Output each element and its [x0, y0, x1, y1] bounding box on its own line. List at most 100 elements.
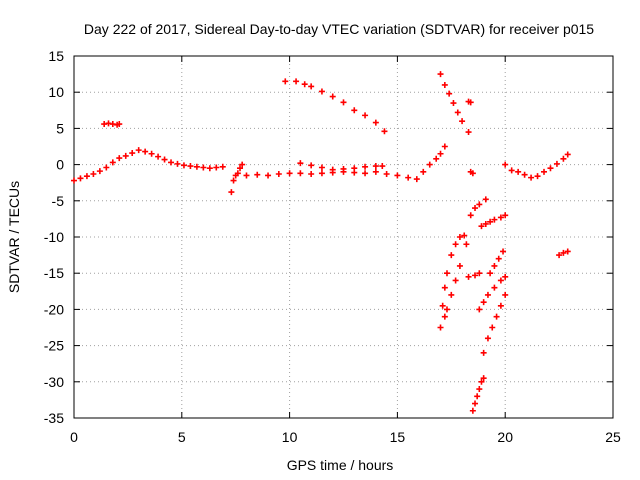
data-point — [142, 148, 149, 155]
data-segment-1 — [71, 147, 226, 184]
y-tick-label: 15 — [48, 48, 64, 64]
data-point — [495, 255, 502, 262]
data-point — [297, 170, 304, 177]
data-segment-21 — [556, 248, 571, 259]
data-point — [456, 262, 463, 269]
data-point — [480, 299, 487, 306]
y-tick-label: -35 — [44, 410, 64, 426]
data-segment-17 — [476, 273, 509, 313]
data-point — [308, 83, 315, 90]
data-point — [502, 273, 509, 280]
data-point — [381, 128, 388, 135]
data-point — [497, 277, 504, 284]
data-point — [508, 167, 515, 174]
data-point — [441, 284, 448, 291]
y-tick-label: -25 — [44, 338, 64, 354]
data-point — [476, 201, 483, 208]
data-point — [491, 284, 498, 291]
y-axis-title: SDTVAR / TECUs — [6, 181, 22, 293]
data-point — [237, 165, 244, 172]
data-point — [476, 270, 483, 277]
data-point — [476, 386, 483, 393]
data-point — [308, 162, 315, 169]
data-point — [502, 161, 509, 168]
data-point — [340, 99, 347, 106]
data-point — [560, 155, 567, 162]
data-point — [534, 173, 541, 180]
data-segment-5 — [297, 160, 386, 173]
data-point — [379, 163, 386, 170]
data-point — [168, 159, 175, 166]
data-point — [329, 166, 336, 173]
data-point — [472, 205, 479, 212]
y-tick-label: 0 — [56, 157, 64, 173]
data-segment-14 — [465, 270, 483, 280]
data-point — [301, 81, 308, 88]
data-point — [497, 214, 504, 221]
data-segment-7 — [420, 143, 448, 175]
data-point — [515, 168, 522, 175]
data-point — [446, 90, 453, 97]
data-point — [448, 252, 455, 259]
data-point — [564, 248, 571, 255]
data-point — [318, 88, 325, 95]
data-point — [293, 78, 300, 85]
data-point — [161, 156, 168, 163]
data-point — [103, 164, 110, 171]
data-point — [206, 165, 213, 172]
data-point — [372, 119, 379, 126]
data-segment-10 — [467, 168, 476, 177]
data-segment-19 — [469, 375, 487, 414]
data-segment-4 — [243, 168, 420, 183]
y-tick-label: 5 — [56, 120, 64, 136]
data-point — [135, 147, 142, 154]
data-point — [200, 164, 207, 171]
data-point — [437, 324, 444, 331]
data-point — [484, 291, 491, 298]
data-point — [469, 407, 476, 414]
data-segment-6 — [282, 78, 388, 135]
data-point — [493, 313, 500, 320]
data-point — [239, 161, 246, 168]
data-point — [482, 220, 489, 227]
y-axis: -35 -30 -25 -20 -15 -10 -5 0 5 10 15 — [44, 48, 613, 426]
data-point — [454, 109, 461, 116]
x-tick-label: 5 — [178, 429, 186, 445]
data-point — [116, 121, 123, 128]
data-point — [443, 306, 450, 313]
data-point — [502, 212, 509, 219]
data-point — [318, 164, 325, 171]
data-point — [433, 155, 440, 162]
data-segment-12 — [441, 241, 470, 320]
data-point — [394, 172, 401, 179]
x-axis-title: GPS time / hours — [287, 457, 394, 473]
data-point — [484, 335, 491, 342]
x-tick-label: 15 — [390, 429, 406, 445]
data-point — [362, 112, 369, 119]
data-point — [155, 153, 162, 160]
data-point — [461, 232, 468, 239]
x-tick-label: 20 — [497, 429, 513, 445]
data-point — [482, 196, 489, 203]
data-point — [472, 272, 479, 279]
chart-title: Day 222 of 2017, Sidereal Day-to-day VTE… — [84, 21, 594, 37]
data-point — [362, 163, 369, 170]
data-point — [109, 159, 116, 166]
data-point — [487, 218, 494, 225]
data-point — [122, 152, 129, 159]
data-point — [441, 143, 448, 150]
data-segment-8 — [437, 71, 472, 136]
data-point — [521, 171, 528, 178]
data-point — [480, 349, 487, 356]
data-point — [383, 171, 390, 178]
y-tick-label: -15 — [44, 265, 64, 281]
data-segment-11 — [437, 232, 468, 331]
data-point — [318, 170, 325, 177]
data-point — [472, 400, 479, 407]
data-point — [83, 173, 90, 180]
x-tick-label: 10 — [282, 429, 298, 445]
data-point — [459, 118, 466, 125]
data-point — [467, 99, 474, 106]
data-point — [467, 212, 474, 219]
data-point — [478, 378, 485, 385]
